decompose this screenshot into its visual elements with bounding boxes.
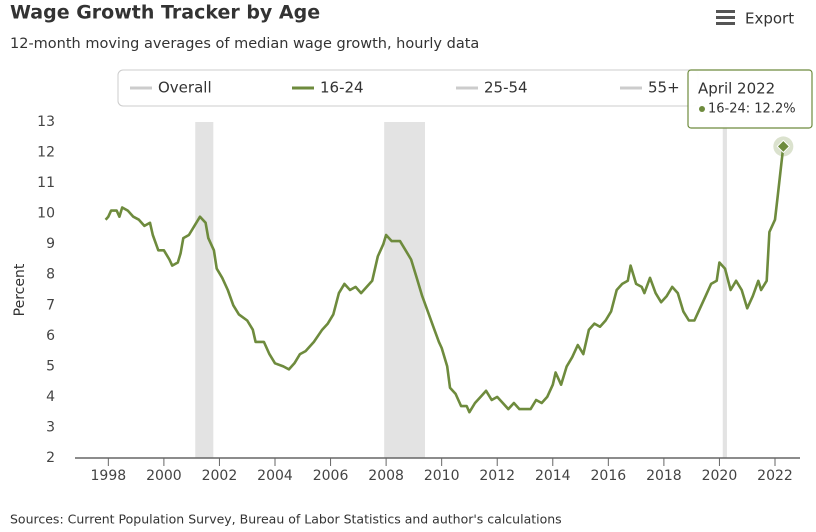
recession-band [195, 122, 214, 458]
y-tick-label: 9 [46, 236, 55, 252]
y-tick-label: 12 [37, 145, 55, 161]
x-tick-label: 1998 [91, 468, 127, 484]
x-tick-label: 2022 [757, 468, 793, 484]
tooltip-dot [699, 106, 705, 112]
y-axis-label: Percent [12, 263, 28, 316]
y-tick-label: 2 [46, 450, 55, 466]
recession-band [384, 122, 425, 458]
legend-label[interactable]: 16-24 [320, 79, 364, 97]
y-tick-label: 7 [46, 297, 55, 313]
legend-label[interactable]: Overall [158, 79, 212, 97]
y-tick-label: 10 [37, 206, 55, 222]
x-tick-label: 2010 [424, 468, 460, 484]
series-line [104, 146, 785, 414]
y-tick-label: 11 [37, 175, 55, 191]
tooltip-title: April 2022 [698, 80, 775, 98]
y-tick-label: 3 [46, 419, 55, 435]
x-tick-label: 2012 [479, 468, 515, 484]
tooltip-box [687, 69, 813, 129]
x-tick-label: 2004 [257, 468, 293, 484]
chart-subtitle: 12-month moving averages of median wage … [10, 36, 479, 52]
export-button[interactable]: Export [716, 10, 794, 28]
x-tick-label: 2020 [702, 468, 738, 484]
x-tick-label: 2008 [368, 468, 404, 484]
export-label[interactable]: Export [745, 10, 794, 28]
x-tick-label: 2016 [591, 468, 627, 484]
menu-icon [716, 10, 735, 13]
source-note: Sources: Current Population Survey, Bure… [10, 512, 562, 527]
menu-icon [716, 16, 735, 19]
tooltip-text: 16-24: 12.2% [708, 102, 796, 117]
x-tick-label: 2000 [146, 468, 182, 484]
y-tick-label: 13 [37, 114, 55, 130]
legend-label[interactable]: 55+ [648, 79, 680, 97]
chart-title: Wage Growth Tracker by Age [10, 2, 320, 24]
hover-marker [776, 139, 791, 154]
x-tick-label: 2006 [313, 468, 349, 484]
y-tick-label: 6 [46, 328, 55, 344]
x-tick-label: 2002 [202, 468, 238, 484]
legend-label[interactable]: 25-54 [484, 79, 528, 97]
x-tick-label: 2014 [535, 468, 571, 484]
recession-band [722, 122, 727, 458]
tooltip: April 2022 16-24: 12.2% [687, 69, 813, 129]
y-tick-label: 8 [46, 267, 55, 283]
y-tick-label: 4 [46, 389, 55, 405]
y-tick-label: 5 [46, 358, 55, 374]
menu-icon [716, 22, 735, 25]
x-tick-label: 2018 [646, 468, 682, 484]
